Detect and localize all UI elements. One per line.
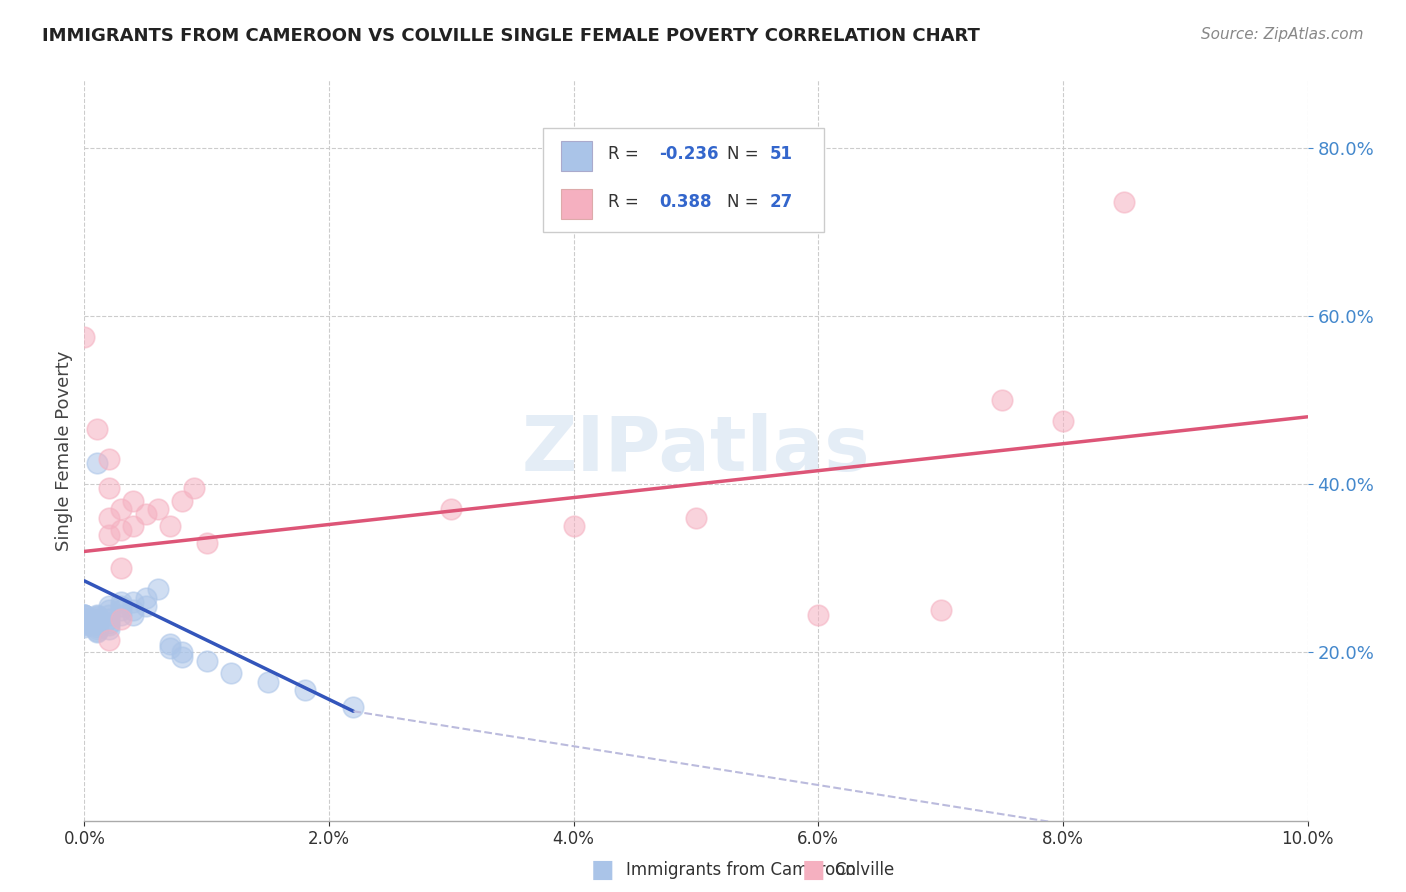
Point — [73, 607, 96, 622]
FancyBboxPatch shape — [561, 189, 592, 219]
Point — [73, 618, 96, 632]
Point — [110, 603, 132, 617]
FancyBboxPatch shape — [561, 141, 592, 170]
Point — [86, 614, 108, 628]
Point — [219, 666, 242, 681]
Point — [122, 607, 145, 622]
Point — [195, 654, 218, 668]
Point — [86, 612, 108, 626]
Point — [73, 330, 96, 344]
Text: N =: N = — [727, 145, 763, 163]
Point — [110, 599, 132, 613]
Point — [172, 645, 194, 659]
Point — [86, 422, 108, 436]
Point — [440, 502, 463, 516]
Point — [110, 524, 132, 538]
Point — [562, 519, 585, 533]
Point — [685, 510, 707, 524]
Point — [73, 607, 96, 622]
Point — [110, 595, 132, 609]
Point — [146, 502, 169, 516]
Point — [122, 519, 145, 533]
Text: Source: ZipAtlas.com: Source: ZipAtlas.com — [1201, 27, 1364, 42]
Point — [73, 612, 96, 626]
Point — [110, 612, 132, 626]
Point — [86, 625, 108, 640]
Point — [86, 620, 108, 634]
Point — [97, 481, 120, 495]
Point — [73, 620, 96, 634]
Point — [110, 502, 132, 516]
Point — [86, 616, 108, 631]
Text: IMMIGRANTS FROM CAMEROON VS COLVILLE SINGLE FEMALE POVERTY CORRELATION CHART: IMMIGRANTS FROM CAMEROON VS COLVILLE SIN… — [42, 27, 980, 45]
Point — [73, 615, 96, 630]
Text: Colville: Colville — [834, 861, 894, 879]
Point — [159, 641, 181, 656]
Point — [86, 615, 108, 629]
Point — [146, 582, 169, 597]
Point — [97, 510, 120, 524]
Point — [86, 607, 108, 622]
Point — [86, 609, 108, 624]
Text: 0.388: 0.388 — [659, 194, 711, 211]
Point — [73, 612, 96, 626]
Point — [159, 519, 181, 533]
Point — [97, 607, 120, 622]
Point — [135, 507, 157, 521]
Point — [97, 599, 120, 613]
Point — [73, 607, 96, 622]
Text: ■: ■ — [591, 858, 614, 881]
Text: ■: ■ — [801, 858, 825, 881]
Point — [97, 603, 120, 617]
Point — [97, 615, 120, 630]
FancyBboxPatch shape — [543, 128, 824, 232]
Point — [135, 591, 157, 605]
Text: Immigrants from Cameroon: Immigrants from Cameroon — [626, 861, 855, 879]
Point — [122, 595, 145, 609]
Point — [135, 599, 157, 613]
Point — [97, 527, 120, 541]
Point — [172, 649, 194, 664]
Point — [73, 614, 96, 628]
Point — [183, 481, 205, 495]
Point — [807, 607, 830, 622]
Point — [73, 615, 96, 629]
Point — [86, 618, 108, 632]
Point — [97, 632, 120, 647]
Point — [159, 637, 181, 651]
Point — [122, 603, 145, 617]
Point — [97, 622, 120, 636]
Point — [991, 392, 1014, 407]
Point — [86, 610, 108, 624]
Text: 27: 27 — [769, 194, 793, 211]
Text: ZIPatlas: ZIPatlas — [522, 414, 870, 487]
Text: N =: N = — [727, 194, 763, 211]
Point — [97, 451, 120, 466]
Point — [86, 622, 108, 636]
Y-axis label: Single Female Poverty: Single Female Poverty — [55, 351, 73, 550]
Point — [73, 616, 96, 631]
Point — [294, 683, 316, 698]
Point — [342, 700, 364, 714]
Point — [97, 612, 120, 626]
Point — [110, 607, 132, 622]
Text: -0.236: -0.236 — [659, 145, 718, 163]
Point — [97, 618, 120, 632]
Text: 51: 51 — [769, 145, 793, 163]
Text: R =: R = — [607, 145, 644, 163]
Text: R =: R = — [607, 194, 650, 211]
Point — [172, 494, 194, 508]
Point — [195, 536, 218, 550]
Point — [73, 607, 96, 622]
Point — [122, 494, 145, 508]
Point — [110, 561, 132, 575]
Point — [1052, 414, 1074, 428]
Point — [86, 456, 108, 470]
Point — [257, 674, 280, 689]
Point — [1114, 195, 1136, 210]
Point — [86, 624, 108, 638]
Point — [929, 603, 952, 617]
